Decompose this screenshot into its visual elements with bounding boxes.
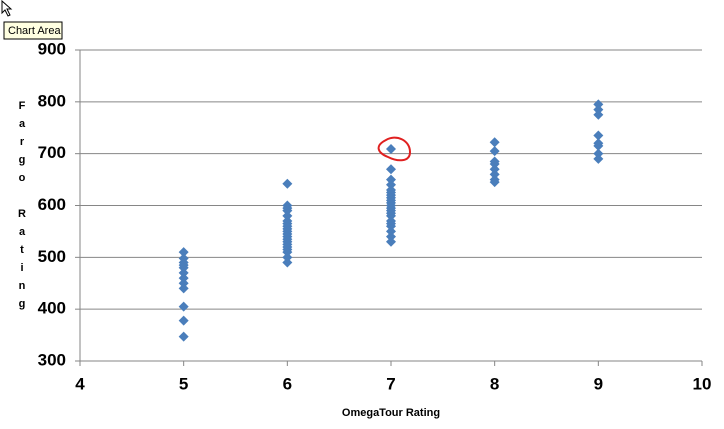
- point: [178, 247, 189, 258]
- x-tick-label: 7: [386, 374, 395, 393]
- point: [178, 315, 189, 326]
- x-tick-label: 8: [490, 374, 499, 393]
- point: [593, 153, 604, 164]
- x-tick-label: 6: [283, 374, 292, 393]
- point: [178, 331, 189, 342]
- x-axis-title: OmegaTour Rating: [342, 407, 440, 419]
- point: [386, 144, 396, 155]
- point: [282, 247, 293, 258]
- point: [282, 178, 293, 189]
- point: [386, 231, 396, 242]
- point: [178, 262, 189, 273]
- point: [489, 164, 500, 175]
- point: [282, 252, 293, 263]
- point: [178, 267, 189, 278]
- point: [386, 164, 396, 175]
- point: [593, 130, 604, 141]
- point: [489, 169, 500, 180]
- x-tick-label: 4: [75, 374, 85, 393]
- point: [282, 205, 293, 216]
- y-tick-label: 700: [38, 143, 66, 162]
- highlight-circle: [377, 136, 412, 162]
- y-tick-label: 500: [38, 247, 66, 266]
- y-tick-label: 800: [38, 91, 66, 110]
- plot-area: 300 400 500 600 700 800 900 4 5 6 7 8 9 10: [38, 39, 712, 393]
- y-tick-label: 400: [38, 299, 66, 318]
- tooltip-box: [3, 21, 63, 40]
- x-tick-label: 10: [693, 374, 712, 393]
- x-tick-label: 9: [594, 374, 603, 393]
- cursor: [1, 0, 13, 17]
- point: [282, 257, 293, 268]
- point: [593, 140, 604, 151]
- tooltip: Chart Area: [8, 25, 61, 37]
- point: [386, 179, 396, 190]
- x-tick-label: 5: [179, 374, 188, 393]
- point: [593, 99, 604, 110]
- point: [489, 146, 500, 157]
- point: [386, 174, 396, 185]
- point: [282, 210, 293, 221]
- point: [386, 236, 396, 247]
- point: [489, 159, 500, 170]
- point: [386, 226, 396, 237]
- point: [593, 148, 604, 159]
- point: [489, 177, 500, 188]
- point: [386, 210, 396, 221]
- point: [178, 278, 189, 289]
- point: [178, 301, 189, 312]
- point: [593, 109, 604, 120]
- y-tick-label: 300: [38, 350, 66, 369]
- point: [489, 137, 500, 148]
- y-tick-label: 900: [38, 39, 66, 58]
- point: [386, 221, 396, 232]
- point: [593, 104, 604, 115]
- y-axis-title: Fargo Rating: [16, 100, 28, 316]
- point: [178, 273, 189, 284]
- point: [178, 283, 189, 294]
- y-tick-label: 600: [38, 195, 66, 214]
